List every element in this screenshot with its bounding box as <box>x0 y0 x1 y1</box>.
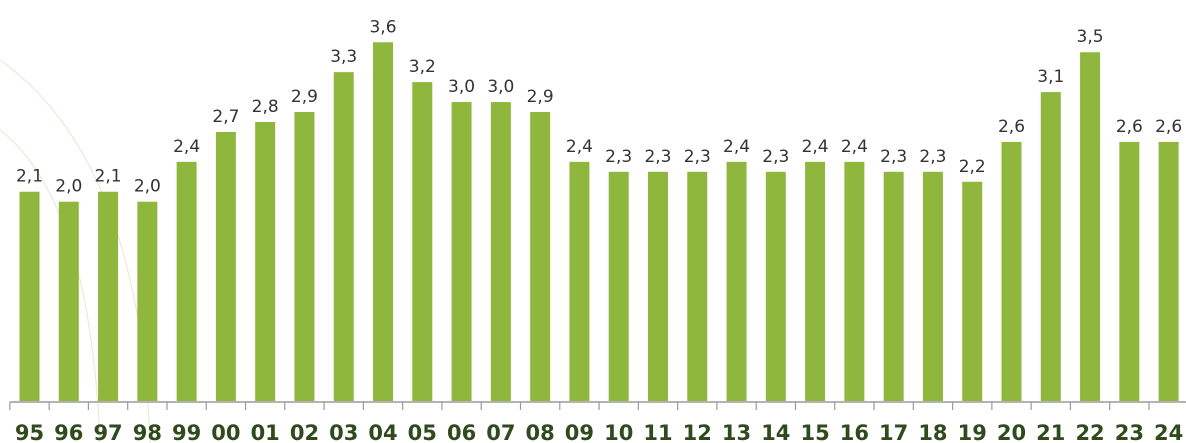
bar <box>962 181 983 401</box>
bar <box>176 161 197 401</box>
x-tick-label: 11 <box>643 421 672 443</box>
x-tick-label: 23 <box>1115 421 1144 443</box>
value-label: 2,9 <box>291 87 318 107</box>
x-tick-label: 05 <box>408 421 437 443</box>
value-label: 2,4 <box>173 137 200 157</box>
bar <box>373 42 394 401</box>
value-label: 2,3 <box>880 147 907 167</box>
x-tick-label: 09 <box>565 421 594 443</box>
value-label: 3,6 <box>369 17 396 37</box>
bar <box>1040 92 1061 402</box>
value-label: 2,1 <box>95 167 122 187</box>
value-label: 2,0 <box>55 177 82 197</box>
x-tick-label: 22 <box>1075 421 1104 443</box>
value-label: 2,4 <box>723 137 750 157</box>
x-tick-label: 19 <box>958 421 987 443</box>
x-tick-label: 04 <box>368 421 397 443</box>
value-label: 2,3 <box>605 147 632 167</box>
bar <box>333 72 354 401</box>
bar <box>412 82 433 402</box>
value-label: 3,5 <box>1077 27 1104 47</box>
x-tick-label: 17 <box>879 421 908 443</box>
value-label: 2,4 <box>566 137 593 157</box>
value-label: 2,6 <box>1116 117 1143 137</box>
x-tick-label: 18 <box>918 421 947 443</box>
bar <box>687 171 708 401</box>
bar <box>1001 141 1022 401</box>
bar <box>569 161 590 401</box>
bar <box>1080 52 1101 401</box>
x-tick-label: 08 <box>526 421 555 443</box>
value-label: 2,8 <box>252 97 279 117</box>
value-label: 3,2 <box>409 57 436 77</box>
bar <box>490 102 511 402</box>
x-tick-label: 00 <box>211 421 240 443</box>
x-tick-label: 24 <box>1154 421 1183 443</box>
x-tick-label: 99 <box>172 421 201 443</box>
x-tick-label: 97 <box>93 421 122 443</box>
bar <box>608 171 629 401</box>
x-tick-label: 06 <box>447 421 476 443</box>
bar <box>530 112 551 401</box>
value-label: 3,0 <box>487 77 514 97</box>
bar <box>19 191 40 401</box>
x-tick-label: 20 <box>997 421 1026 443</box>
bar <box>137 201 158 401</box>
bar <box>58 201 79 401</box>
bar <box>883 171 904 401</box>
bar <box>1158 141 1179 401</box>
x-tick-label: 21 <box>1036 421 1065 443</box>
bar <box>805 161 826 401</box>
value-label: 3,1 <box>1037 67 1064 87</box>
bar <box>451 102 472 402</box>
bar <box>844 161 865 401</box>
x-tick-label: 10 <box>604 421 633 443</box>
x-tick-label: 13 <box>722 421 751 443</box>
x-tick-label: 07 <box>486 421 515 443</box>
value-label: 2,3 <box>684 147 711 167</box>
x-tick-label: 02 <box>290 421 319 443</box>
value-label: 2,9 <box>527 87 554 107</box>
value-label: 2,3 <box>919 147 946 167</box>
x-tick-label: 01 <box>251 421 280 443</box>
x-tick-label: 15 <box>800 421 829 443</box>
bar <box>1119 141 1140 401</box>
value-label: 2,7 <box>212 107 239 127</box>
x-tick-label: 14 <box>761 421 790 443</box>
value-label: 2,4 <box>841 137 868 157</box>
x-tick-label: 03 <box>329 421 358 443</box>
value-label: 3,3 <box>330 47 357 67</box>
value-label: 2,0 <box>134 177 161 197</box>
value-label: 3,0 <box>448 77 475 97</box>
value-label: 2,2 <box>959 157 986 177</box>
value-label: 2,1 <box>16 167 43 187</box>
value-label: 2,3 <box>762 147 789 167</box>
x-tick-label: 95 <box>15 421 44 443</box>
bar <box>294 112 315 401</box>
bar <box>765 171 786 401</box>
bar <box>255 121 276 401</box>
bar <box>647 171 668 401</box>
value-label: 2,6 <box>998 117 1025 137</box>
value-label: 2,3 <box>644 147 671 167</box>
x-tick-label: 96 <box>54 421 83 443</box>
bar <box>922 171 943 401</box>
bar <box>98 191 119 401</box>
value-label: 2,4 <box>802 137 829 157</box>
x-tick-label: 98 <box>133 421 162 443</box>
bar <box>215 131 236 401</box>
value-label: 2,6 <box>1155 117 1182 137</box>
x-tick-label: 12 <box>683 421 712 443</box>
x-tick-label: 16 <box>840 421 869 443</box>
bar <box>726 161 747 401</box>
